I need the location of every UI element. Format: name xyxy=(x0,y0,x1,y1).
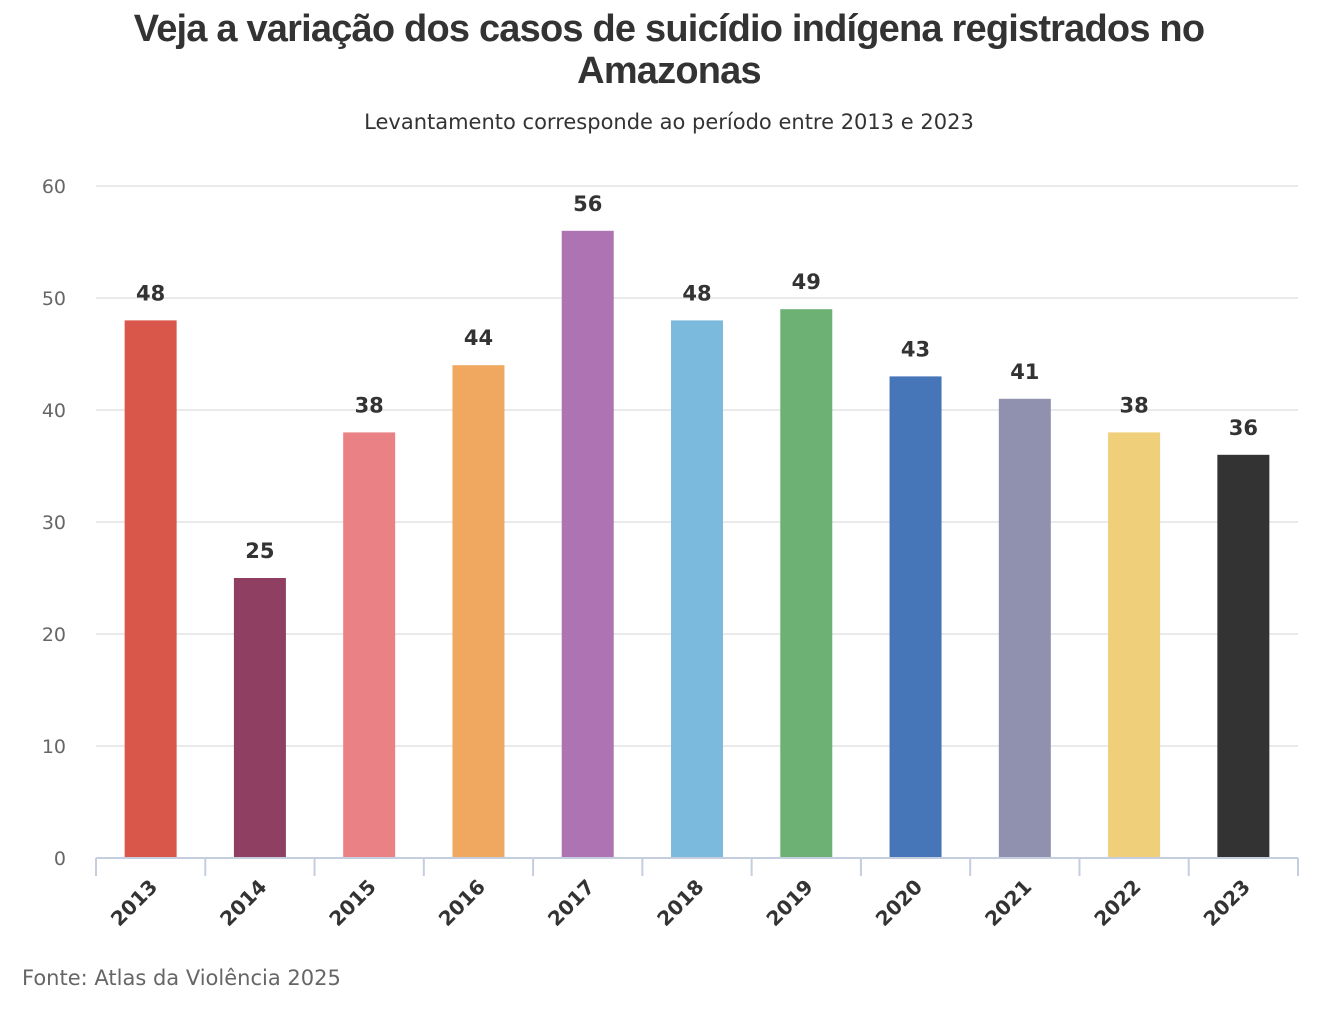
data-label: 38 xyxy=(1119,393,1148,417)
x-tick-label: 2023 xyxy=(1199,875,1255,931)
bar xyxy=(998,398,1051,858)
x-tick-label: 2014 xyxy=(215,875,271,931)
y-tick-label: 20 xyxy=(42,624,66,646)
data-label: 48 xyxy=(682,281,711,305)
bar xyxy=(780,309,833,858)
data-label: 44 xyxy=(464,326,493,350)
bar xyxy=(671,320,723,858)
bar xyxy=(1108,432,1161,858)
data-label: 48 xyxy=(136,281,165,305)
bar xyxy=(343,432,396,858)
x-tick-label: 2016 xyxy=(434,875,490,931)
bar xyxy=(124,320,177,858)
data-label: 38 xyxy=(355,393,384,417)
y-tick-label: 10 xyxy=(42,736,66,758)
y-tick-label: 0 xyxy=(54,848,66,870)
y-tick-label: 50 xyxy=(42,288,66,310)
x-tick-label: 2022 xyxy=(1089,875,1145,931)
bar xyxy=(1217,454,1270,858)
bar xyxy=(889,376,942,858)
source-note: Fonte: Atlas da Violência 2025 xyxy=(22,966,341,990)
data-label: 36 xyxy=(1229,416,1258,440)
chart-title: Veja a variação dos casos de suicídio in… xyxy=(133,8,1205,92)
y-tick-label: 30 xyxy=(42,512,66,534)
data-label: 43 xyxy=(901,337,930,361)
y-tick-label: 40 xyxy=(42,400,66,422)
x-tick-label: 2019 xyxy=(761,875,817,931)
data-label: 49 xyxy=(792,270,821,294)
x-tick-label: 2013 xyxy=(106,875,162,931)
bar xyxy=(452,365,505,858)
x-tick-label: 2015 xyxy=(324,875,380,931)
x-tick-label: 2020 xyxy=(871,875,927,931)
data-label: 56 xyxy=(573,192,602,216)
data-label: 41 xyxy=(1010,360,1039,384)
bar xyxy=(561,230,614,859)
x-tick-label: 2017 xyxy=(543,875,599,931)
chart-subtitle: Levantamento corresponde ao período entr… xyxy=(364,110,974,134)
data-label: 25 xyxy=(245,539,274,563)
x-tick-label: 2018 xyxy=(652,875,708,931)
bar xyxy=(233,578,286,858)
y-tick-label: 60 xyxy=(42,176,66,198)
x-tick-label: 2021 xyxy=(980,875,1036,931)
